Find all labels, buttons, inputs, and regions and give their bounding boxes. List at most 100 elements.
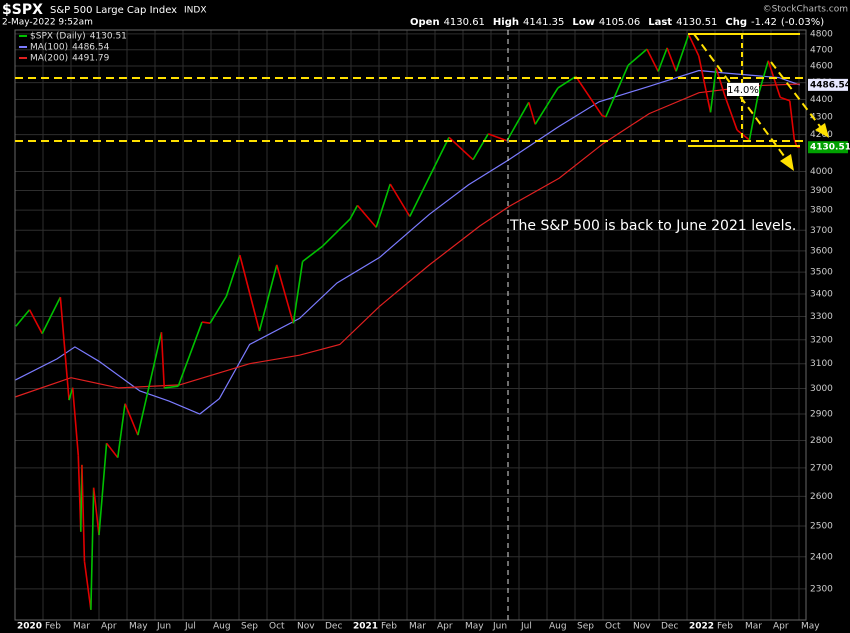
y-tick-label: 3500: [810, 268, 833, 278]
price-segment: [605, 64, 629, 118]
y-tick-label: 4600: [810, 62, 833, 72]
price-segment: [557, 75, 577, 89]
quote-label: Open: [410, 17, 440, 28]
price-segment: [666, 47, 677, 72]
price-segment: [164, 385, 179, 389]
price-segment: [302, 245, 323, 263]
price-segment: [724, 96, 738, 131]
x-tick-label: May: [129, 622, 148, 632]
price-segment: [356, 204, 377, 228]
price-segment: [83, 561, 92, 610]
y-tick-label: 4700: [810, 45, 833, 55]
price-segment: [225, 254, 241, 297]
price-segment: [601, 114, 607, 118]
quote-label: Chg: [725, 17, 747, 28]
quote-value: 4130.61: [444, 17, 485, 28]
exchange: INDX: [184, 6, 206, 16]
price-segment: [209, 295, 228, 324]
price-segment: [239, 254, 261, 332]
y-tick-label: 3900: [810, 186, 833, 196]
quote-value: 4141.35: [523, 17, 564, 28]
legend-value: 4130.51: [90, 32, 127, 42]
x-tick-label: Apr: [437, 622, 453, 632]
y-tick-label: 4300: [810, 112, 833, 122]
legend-value: 4486.54: [72, 43, 109, 53]
price-segment: [756, 60, 769, 98]
price-segment: [657, 47, 668, 72]
x-tick-label: 2020: [17, 622, 42, 632]
price-segment: [292, 261, 304, 324]
legend-label: $SPX (Daily): [30, 32, 86, 42]
watermark: ©StockCharts.com: [763, 5, 848, 15]
quote-label: High: [493, 17, 519, 28]
price-segment: [506, 101, 530, 142]
y-tick-label: 2900: [810, 410, 833, 420]
price-segment: [748, 97, 759, 141]
y-tick-label: 4400: [810, 95, 833, 105]
price-segment: [675, 34, 690, 72]
y-tick-label: 2300: [810, 584, 833, 594]
x-tick-label: Dec: [325, 622, 342, 632]
price-segment: [534, 87, 559, 125]
price-segment: [709, 67, 717, 113]
price-segment: [90, 487, 95, 610]
y-tick-label: 3600: [810, 246, 833, 256]
plot: [14, 34, 800, 610]
price-segment: [177, 321, 203, 387]
price-segment: [736, 129, 750, 141]
quote-label: Low: [572, 17, 594, 28]
quote: Open 4130.61 High 4141.35 Low 4105.06 Last 4130…: [410, 17, 824, 28]
legend-label: MA(100): [30, 43, 68, 53]
y-tick-label: 4200: [810, 130, 833, 140]
y-tick-label: 2500: [810, 521, 833, 531]
annotation-box: [727, 83, 759, 96]
x-tick-label: May: [801, 622, 820, 632]
x-tick-label: Aug: [213, 622, 231, 632]
plot-frame: [14, 29, 807, 621]
x-tick-label: Apr: [101, 622, 117, 632]
y-tick-label: 3000: [810, 384, 833, 394]
x-tick-label: Mar: [409, 622, 426, 632]
x-tick-label: Oct: [605, 622, 621, 632]
annotation: 14.0%: [727, 85, 759, 96]
price-segment: [15, 309, 31, 327]
price-segment: [375, 183, 391, 228]
x-tick-label: Dec: [661, 622, 678, 632]
price-segment: [779, 96, 791, 102]
quote-value: 4105.06: [599, 17, 640, 28]
price-segment: [201, 321, 211, 325]
price-box: [808, 78, 848, 91]
ma-line: [14, 83, 800, 398]
price-segment: [448, 136, 474, 161]
price-box: [808, 141, 848, 154]
price-segment: [575, 75, 603, 117]
x-tick-label: Feb: [717, 622, 733, 632]
arrow-head: [780, 154, 794, 171]
x-tick-label: Jul: [184, 622, 196, 632]
x-tick-label: Nov: [633, 622, 651, 632]
x-tick-label: Sep: [241, 622, 258, 632]
price-segment: [81, 464, 86, 562]
price-segment: [137, 332, 163, 436]
x-tick-label: Mar: [73, 622, 90, 632]
x-tick-label: Nov: [297, 622, 315, 632]
price-segment: [124, 403, 139, 436]
x-tick-label: Sep: [577, 622, 594, 632]
annotation: The S&P 500 is back to June 2021 levels.: [509, 218, 796, 234]
arrow-head: [815, 123, 829, 138]
y-tick-label: 3200: [810, 335, 833, 345]
price-segment: [160, 332, 166, 388]
title: S&P 500 Large Cap Index: [50, 5, 177, 16]
y-tick-label: 3700: [810, 226, 833, 236]
price-segment: [92, 487, 100, 536]
price-box-label: 4486.54: [810, 80, 850, 90]
y-tick-label: 4800: [810, 29, 833, 39]
price-segment: [767, 60, 781, 98]
price-segment: [472, 133, 489, 161]
price-segment: [646, 48, 659, 72]
price-segment: [41, 296, 62, 335]
price-segment: [487, 133, 508, 142]
y-tick-label: 2800: [810, 436, 833, 446]
x-tick-label: 2022: [689, 622, 714, 632]
